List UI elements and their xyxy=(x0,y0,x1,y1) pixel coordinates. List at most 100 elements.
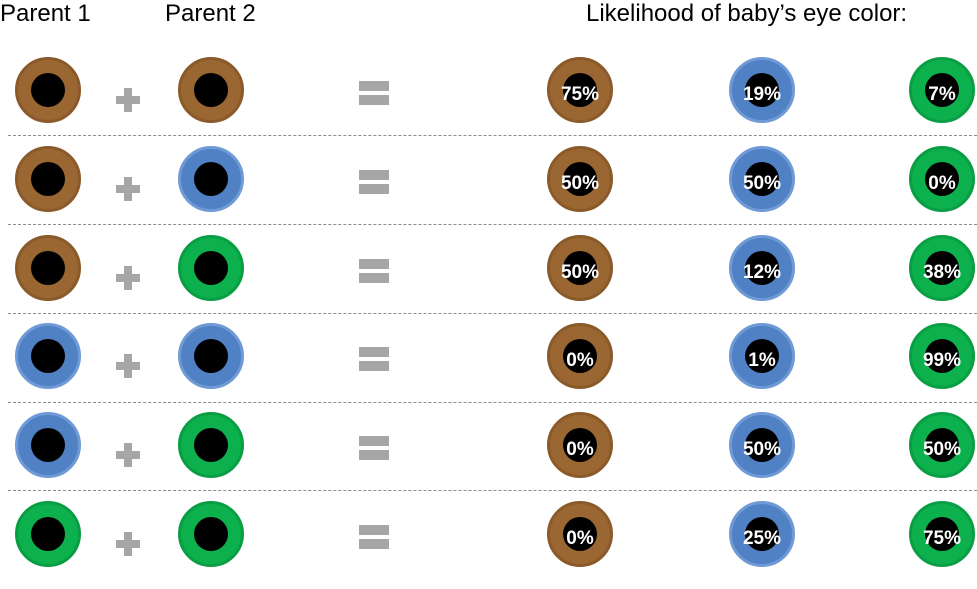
probability-label: 50% xyxy=(742,439,782,460)
parent-1-eye-brown-icon xyxy=(15,57,81,123)
probability-label: 0% xyxy=(566,350,594,371)
probability-label: 12% xyxy=(742,262,782,283)
pupil xyxy=(194,517,228,551)
baby-eye-blue-icon: 25% xyxy=(729,501,795,567)
probability-label: 50% xyxy=(922,439,962,460)
pupil xyxy=(563,517,597,551)
row-divider xyxy=(8,402,977,403)
pupil xyxy=(31,162,65,196)
baby-eye-blue-icon: 50% xyxy=(729,146,795,212)
pupil xyxy=(745,162,779,196)
pupil xyxy=(563,251,597,285)
plus-icon xyxy=(116,443,140,467)
equals-icon xyxy=(359,81,389,105)
pupil xyxy=(194,339,228,373)
combination-row: 0% 1% 99% xyxy=(0,323,977,411)
row-divider xyxy=(8,224,977,225)
parent-2-eye-green-icon xyxy=(178,235,244,301)
combination-row: 0% 50% 50% xyxy=(0,412,977,500)
parent-2-eye-blue-icon xyxy=(178,323,244,389)
equals-icon xyxy=(359,436,389,460)
row-divider xyxy=(8,135,977,136)
plus-icon xyxy=(116,266,140,290)
parent-2-eye-green-icon xyxy=(178,412,244,478)
parent-1-eye-blue-icon xyxy=(15,323,81,389)
baby-eye-green-icon: 99% xyxy=(909,323,975,389)
pupil xyxy=(563,339,597,373)
probability-label: 38% xyxy=(922,262,962,283)
probability-label: 19% xyxy=(742,84,782,105)
probability-label: 25% xyxy=(742,528,782,549)
baby-eye-blue-icon: 19% xyxy=(729,57,795,123)
pupil xyxy=(745,517,779,551)
plus-icon xyxy=(116,88,140,112)
combination-row: 0% 25% 75% xyxy=(0,501,977,589)
equals-icon xyxy=(359,347,389,371)
probability-label: 50% xyxy=(742,173,782,194)
parent-1-eye-brown-icon xyxy=(15,235,81,301)
combination-row: 75% 19% 7% xyxy=(0,57,977,145)
pupil xyxy=(194,428,228,462)
baby-eye-brown-icon: 75% xyxy=(547,57,613,123)
baby-eye-brown-icon: 50% xyxy=(547,146,613,212)
row-divider xyxy=(8,313,977,314)
pupil xyxy=(925,517,959,551)
parent-2-eye-green-icon xyxy=(178,501,244,567)
parent-1-eye-blue-icon xyxy=(15,412,81,478)
equals-icon xyxy=(359,259,389,283)
pupil xyxy=(745,339,779,373)
pupil xyxy=(31,251,65,285)
baby-eye-green-icon: 75% xyxy=(909,501,975,567)
equals-icon xyxy=(359,170,389,194)
parent-2-eye-blue-icon xyxy=(178,146,244,212)
pupil xyxy=(925,162,959,196)
likelihood-header: Likelihood of baby’s eye color: xyxy=(586,0,908,27)
baby-eye-blue-icon: 12% xyxy=(729,235,795,301)
probability-label: 50% xyxy=(560,173,600,194)
pupil xyxy=(31,517,65,551)
pupil xyxy=(925,339,959,373)
pupil xyxy=(745,428,779,462)
pupil xyxy=(925,73,959,107)
baby-eye-green-icon: 0% xyxy=(909,146,975,212)
baby-eye-green-icon: 50% xyxy=(909,412,975,478)
parent-1-eye-green-icon xyxy=(15,501,81,567)
probability-label: 99% xyxy=(922,350,962,371)
pupil xyxy=(925,428,959,462)
baby-eye-green-icon: 38% xyxy=(909,235,975,301)
baby-eye-green-icon: 7% xyxy=(909,57,975,123)
probability-label: 7% xyxy=(928,84,956,105)
baby-eye-brown-icon: 0% xyxy=(547,501,613,567)
pupil xyxy=(563,73,597,107)
pupil xyxy=(194,162,228,196)
pupil xyxy=(925,251,959,285)
probability-label: 75% xyxy=(560,84,600,105)
probability-label: 0% xyxy=(928,173,956,194)
parent-1-header: Parent 1 xyxy=(0,0,91,27)
pupil xyxy=(31,339,65,373)
probability-label: 50% xyxy=(560,262,600,283)
baby-eye-blue-icon: 1% xyxy=(729,323,795,389)
pupil xyxy=(194,73,228,107)
probability-label: 1% xyxy=(748,350,776,371)
plus-icon xyxy=(116,532,140,556)
baby-eye-brown-icon: 50% xyxy=(547,235,613,301)
combination-row: 50% 12% 38% xyxy=(0,235,977,323)
probability-label: 0% xyxy=(566,439,594,460)
probability-label: 0% xyxy=(566,528,594,549)
pupil xyxy=(194,251,228,285)
pupil xyxy=(745,73,779,107)
baby-eye-blue-icon: 50% xyxy=(729,412,795,478)
parent-1-eye-brown-icon xyxy=(15,146,81,212)
combination-row: 50% 50% 0% xyxy=(0,146,977,234)
equals-icon xyxy=(359,525,389,549)
pupil xyxy=(31,428,65,462)
parent-2-eye-brown-icon xyxy=(178,57,244,123)
pupil xyxy=(31,73,65,107)
probability-label: 75% xyxy=(922,528,962,549)
row-divider xyxy=(8,490,977,491)
pupil xyxy=(745,251,779,285)
pupil xyxy=(563,428,597,462)
plus-icon xyxy=(116,177,140,201)
baby-eye-brown-icon: 0% xyxy=(547,323,613,389)
